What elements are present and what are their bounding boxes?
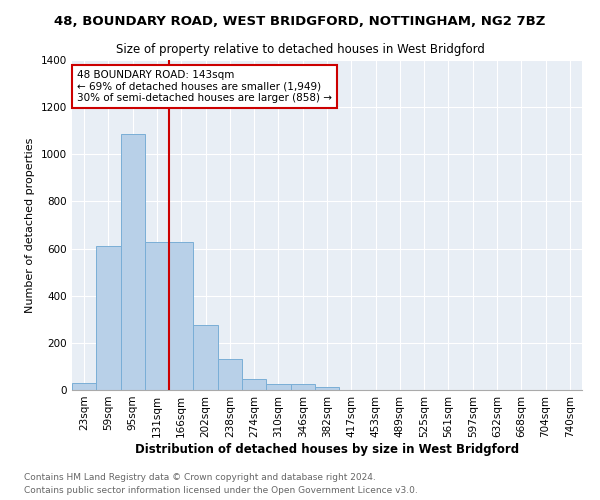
Bar <box>72 383 96 390</box>
Bar <box>266 384 290 390</box>
Bar <box>193 325 218 390</box>
X-axis label: Distribution of detached houses by size in West Bridgford: Distribution of detached houses by size … <box>135 442 519 456</box>
Bar <box>290 384 315 390</box>
Bar <box>169 242 193 390</box>
Bar <box>242 379 266 390</box>
Bar <box>145 242 169 390</box>
Text: Contains public sector information licensed under the Open Government Licence v3: Contains public sector information licen… <box>24 486 418 495</box>
Y-axis label: Number of detached properties: Number of detached properties <box>25 138 35 312</box>
Text: Contains HM Land Registry data © Crown copyright and database right 2024.: Contains HM Land Registry data © Crown c… <box>24 474 376 482</box>
Bar <box>121 134 145 390</box>
Text: 48 BOUNDARY ROAD: 143sqm
← 69% of detached houses are smaller (1,949)
30% of sem: 48 BOUNDARY ROAD: 143sqm ← 69% of detach… <box>77 70 332 103</box>
Bar <box>96 246 121 390</box>
Bar <box>315 387 339 390</box>
Text: Size of property relative to detached houses in West Bridgford: Size of property relative to detached ho… <box>116 42 484 56</box>
Text: 48, BOUNDARY ROAD, WEST BRIDGFORD, NOTTINGHAM, NG2 7BZ: 48, BOUNDARY ROAD, WEST BRIDGFORD, NOTTI… <box>55 15 545 28</box>
Bar <box>218 360 242 390</box>
